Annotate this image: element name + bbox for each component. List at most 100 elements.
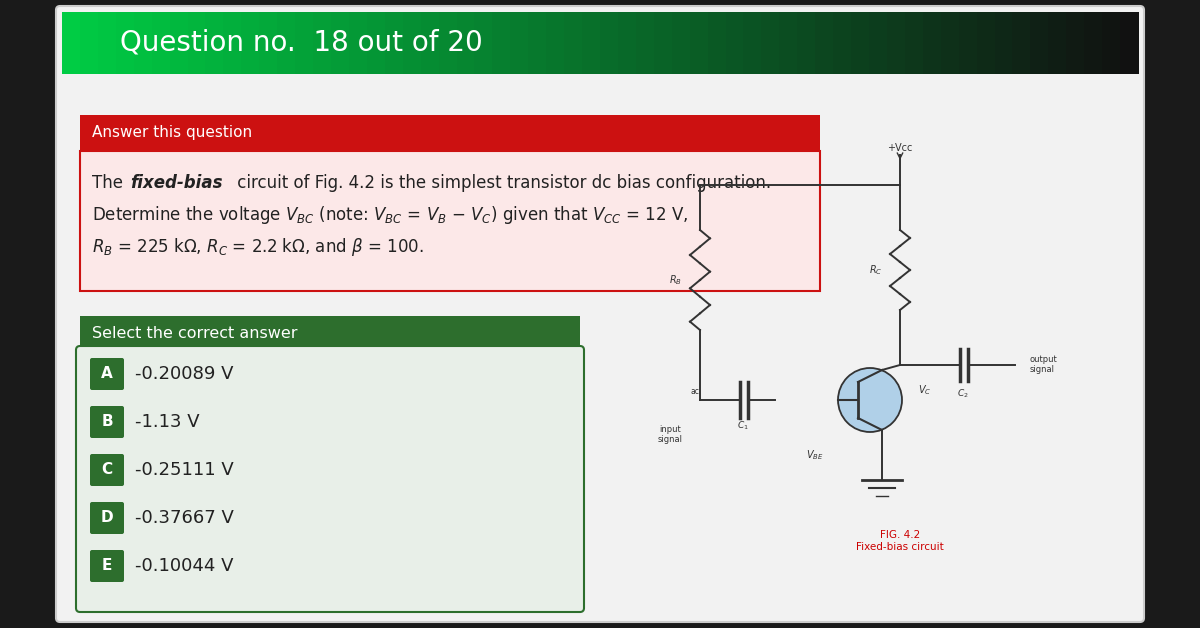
Text: -1.13 V: -1.13 V: [134, 413, 199, 431]
Bar: [1031, 12, 1049, 74]
Text: $R_B$ = 225 k$\Omega$, $R_C$ = 2.2 k$\Omega$, and $\beta$ = 100.: $R_B$ = 225 k$\Omega$, $R_C$ = 2.2 k$\Om…: [92, 236, 424, 258]
Text: circuit of Fig. 4.2 is the simplest transistor dc bias configuration.: circuit of Fig. 4.2 is the simplest tran…: [232, 174, 772, 192]
Bar: [905, 12, 923, 74]
Bar: [205, 12, 224, 74]
FancyBboxPatch shape: [76, 346, 584, 612]
Bar: [636, 12, 654, 74]
Bar: [654, 12, 672, 74]
Text: B: B: [101, 414, 113, 430]
Bar: [815, 12, 834, 74]
Bar: [618, 12, 636, 74]
Bar: [169, 12, 188, 74]
Bar: [672, 12, 690, 74]
Bar: [421, 12, 439, 74]
Bar: [349, 12, 367, 74]
Text: $R_C$: $R_C$: [869, 263, 882, 277]
Bar: [367, 12, 385, 74]
FancyBboxPatch shape: [90, 502, 124, 534]
Text: -0.37667 V: -0.37667 V: [134, 509, 234, 527]
Bar: [133, 12, 152, 74]
Text: FIG. 4.2
Fixed-bias circuit: FIG. 4.2 Fixed-bias circuit: [856, 530, 944, 551]
Bar: [941, 12, 959, 74]
FancyBboxPatch shape: [90, 358, 124, 390]
Bar: [869, 12, 888, 74]
Bar: [385, 12, 403, 74]
Bar: [492, 12, 511, 74]
Bar: [474, 12, 493, 74]
Bar: [564, 12, 582, 74]
Bar: [277, 12, 295, 74]
Bar: [80, 115, 820, 151]
Bar: [456, 12, 475, 74]
Text: D: D: [101, 511, 113, 526]
Bar: [546, 12, 565, 74]
Bar: [1102, 12, 1121, 74]
Bar: [887, 12, 905, 74]
Text: $R_B$: $R_B$: [670, 273, 682, 287]
Bar: [439, 12, 457, 74]
FancyBboxPatch shape: [56, 6, 1144, 622]
FancyBboxPatch shape: [90, 550, 124, 582]
Bar: [851, 12, 870, 74]
Text: -0.25111 V: -0.25111 V: [134, 461, 234, 479]
Bar: [98, 12, 116, 74]
Bar: [1120, 12, 1139, 74]
Circle shape: [838, 368, 902, 432]
Bar: [762, 12, 780, 74]
Text: $C_1$: $C_1$: [737, 420, 749, 433]
FancyBboxPatch shape: [90, 406, 124, 438]
Text: Determine the voltage $V_{BC}$ (note: $V_{BC}$ = $V_B$ $-$ $V_C$) given that $V_: Determine the voltage $V_{BC}$ (note: $V…: [92, 204, 689, 226]
Bar: [331, 12, 349, 74]
Bar: [241, 12, 259, 74]
Bar: [833, 12, 852, 74]
Bar: [726, 12, 744, 74]
Bar: [959, 12, 977, 74]
Text: Answer this question: Answer this question: [92, 126, 252, 141]
Text: C: C: [102, 462, 113, 477]
Bar: [403, 12, 421, 74]
Text: Question no.  18 out of 20: Question no. 18 out of 20: [120, 29, 482, 57]
Bar: [62, 12, 80, 74]
Bar: [708, 12, 726, 74]
Bar: [259, 12, 277, 74]
Text: The: The: [92, 174, 128, 192]
Bar: [690, 12, 708, 74]
Bar: [1013, 12, 1031, 74]
Bar: [779, 12, 798, 74]
Bar: [313, 12, 331, 74]
Bar: [797, 12, 816, 74]
Text: output
signal: output signal: [1030, 355, 1057, 374]
Bar: [528, 12, 547, 74]
Bar: [1085, 12, 1103, 74]
Text: $C_2$: $C_2$: [958, 387, 968, 399]
Bar: [80, 151, 820, 291]
Bar: [80, 316, 580, 350]
Text: +Vcc: +Vcc: [887, 143, 913, 153]
Text: ac: ac: [690, 387, 700, 396]
Text: E: E: [102, 558, 112, 573]
Bar: [923, 12, 941, 74]
Bar: [187, 12, 206, 74]
Bar: [977, 12, 995, 74]
Text: -0.20089 V: -0.20089 V: [134, 365, 234, 383]
Text: $V_{BE}$: $V_{BE}$: [806, 448, 824, 462]
Text: input
signal: input signal: [658, 425, 683, 445]
Bar: [600, 12, 618, 74]
Bar: [115, 12, 134, 74]
Bar: [80, 12, 98, 74]
Bar: [582, 12, 600, 74]
Bar: [1067, 12, 1085, 74]
Bar: [1049, 12, 1067, 74]
Bar: [151, 12, 170, 74]
Text: A: A: [101, 367, 113, 381]
Bar: [510, 12, 529, 74]
Bar: [744, 12, 762, 74]
Bar: [223, 12, 242, 74]
Bar: [295, 12, 313, 74]
Text: fixed-bias: fixed-bias: [130, 174, 222, 192]
Text: Select the correct answer: Select the correct answer: [92, 325, 298, 340]
Text: $V_C$: $V_C$: [918, 383, 931, 397]
Bar: [995, 12, 1013, 74]
Text: -0.10044 V: -0.10044 V: [134, 557, 234, 575]
FancyBboxPatch shape: [90, 454, 124, 486]
